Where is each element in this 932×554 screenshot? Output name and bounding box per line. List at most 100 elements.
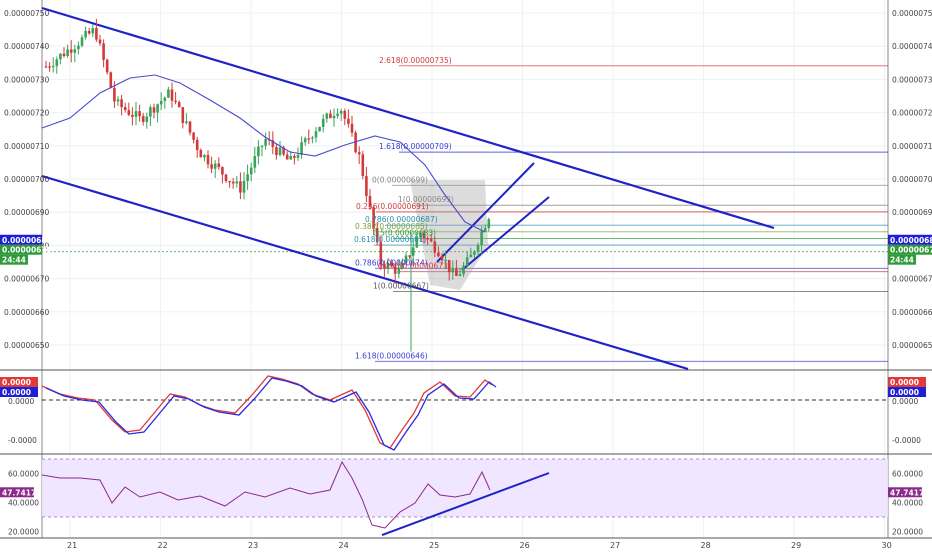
- candle-body: [386, 263, 390, 269]
- osc-y-tick-right: -0.0000: [892, 436, 921, 445]
- y-tick-label-right: 0.00000690: [892, 208, 932, 217]
- rsi-line: [41, 460, 491, 529]
- candle-body: [357, 152, 361, 155]
- y-tick-label-left: 0.00000740: [4, 42, 50, 51]
- fib-level-label: 0.236(0.00000673): [378, 262, 451, 271]
- x-tick-label: 30: [882, 541, 892, 550]
- candle-body: [336, 113, 339, 116]
- rsi-y-tick-left: 40.0000: [8, 499, 39, 508]
- candle-body: [487, 219, 491, 229]
- candle-body: [217, 163, 221, 168]
- ma-line: [41, 74, 486, 233]
- candle-body: [296, 154, 300, 158]
- candle-body: [134, 111, 138, 117]
- y-tick-label-left: 0.00000750: [4, 9, 50, 18]
- y-tick-label-right: 0.00000710: [892, 142, 932, 151]
- osc-y-tick-left: 0.0000: [8, 397, 34, 406]
- candle-body: [141, 116, 145, 122]
- price-badge-right: 0.00000679: [890, 246, 932, 255]
- candle-body: [177, 101, 181, 108]
- candle-body: [354, 132, 357, 153]
- candle-body: [213, 163, 217, 169]
- candle-body: [249, 167, 253, 175]
- rsi-y-tick-right: 40.0000: [892, 499, 923, 508]
- candle-body: [379, 242, 383, 265]
- osc-y-tick-right: 0.0000: [892, 397, 918, 406]
- y-tick-label-left: 0.00000700: [4, 175, 50, 184]
- candle-body: [289, 155, 293, 160]
- candle-body: [156, 104, 159, 113]
- candle-body: [433, 241, 437, 253]
- osc-badge-left-bg: [0, 387, 38, 397]
- y-tick-label-right: 0.00000660: [892, 308, 932, 317]
- moving-average: [41, 74, 486, 233]
- candle-body: [231, 181, 235, 184]
- candle-body: [109, 72, 113, 88]
- candle-body: [98, 39, 102, 44]
- candle-body: [368, 195, 372, 208]
- fib-level-label: 0.786(0.00000674): [355, 258, 428, 267]
- y-tick-label-left: 0.00000670: [4, 275, 50, 284]
- channel-upper-line: [41, 6, 775, 230]
- candle-body: [170, 89, 174, 101]
- y-tick-label-right: 0.00000650: [892, 341, 932, 350]
- candle-body: [167, 89, 170, 98]
- price-badge-right-bg: [888, 234, 932, 245]
- y-tick-label-right: 0.00000730: [892, 75, 932, 84]
- candle-body: [192, 132, 195, 140]
- fib-level-label: 1(0.00000693): [398, 195, 454, 204]
- osc-badge-left-bg: [0, 377, 38, 387]
- candle-body: [102, 43, 105, 60]
- rsi-trendline: [381, 472, 550, 536]
- candlesticks: [44, 18, 491, 352]
- candle-body: [87, 31, 91, 34]
- grid-lines: [42, 0, 888, 538]
- rsi-series: [41, 460, 491, 529]
- candle-body: [314, 131, 318, 138]
- fib-level-label: 2.618(0.00000735): [379, 56, 452, 65]
- candle-body: [188, 121, 192, 133]
- x-tick-label: 21: [67, 541, 77, 550]
- value-badges: 0.000006820.000006820.000006790.00000679…: [0, 234, 932, 498]
- y-tick-label-right: 0.00000750: [892, 9, 932, 18]
- candle-body: [275, 147, 278, 155]
- candle-body: [426, 238, 429, 240]
- candle-body: [282, 147, 285, 155]
- x-tick-label: 23: [248, 541, 258, 550]
- rising-line-lower: [461, 196, 550, 271]
- x-tick-label: 29: [791, 541, 801, 550]
- candle-body: [239, 181, 242, 193]
- candle-body: [458, 274, 462, 276]
- price-badge-left-bg: [0, 254, 28, 265]
- candle-body: [224, 174, 228, 182]
- rsi-badge-left: 47.7417: [2, 488, 36, 497]
- candle-body: [210, 164, 213, 169]
- candle-body: [307, 138, 311, 140]
- candle-body: [440, 256, 444, 261]
- rsi-y-tick-right: 20.0000: [892, 528, 923, 537]
- price-badge-left-bg: [0, 234, 42, 245]
- candle-body: [347, 118, 350, 124]
- candle-body: [325, 113, 329, 119]
- price-badge-right-bg: [888, 244, 932, 255]
- candle-body: [311, 137, 314, 139]
- candle-body: [260, 145, 264, 148]
- y-tick-label-left: 0.00000690: [4, 208, 50, 217]
- candle-body: [163, 97, 167, 101]
- candle-body: [480, 231, 483, 246]
- fib-level-label: 0.236(0.00000691): [356, 202, 429, 211]
- candle-body: [131, 114, 134, 117]
- candle-body: [159, 100, 163, 105]
- price-badge-left-bg: [0, 244, 42, 255]
- rsi-y-tick-left: 20.0000: [8, 528, 39, 537]
- osc-badge-right: 0.0000: [890, 378, 919, 387]
- candle-body: [145, 116, 149, 122]
- candle-body: [361, 154, 365, 177]
- candle-body: [455, 268, 458, 276]
- candle-body: [271, 140, 275, 148]
- candle-body: [242, 181, 246, 193]
- candle-body: [447, 259, 451, 273]
- price-badge-right: 24:44: [890, 256, 914, 265]
